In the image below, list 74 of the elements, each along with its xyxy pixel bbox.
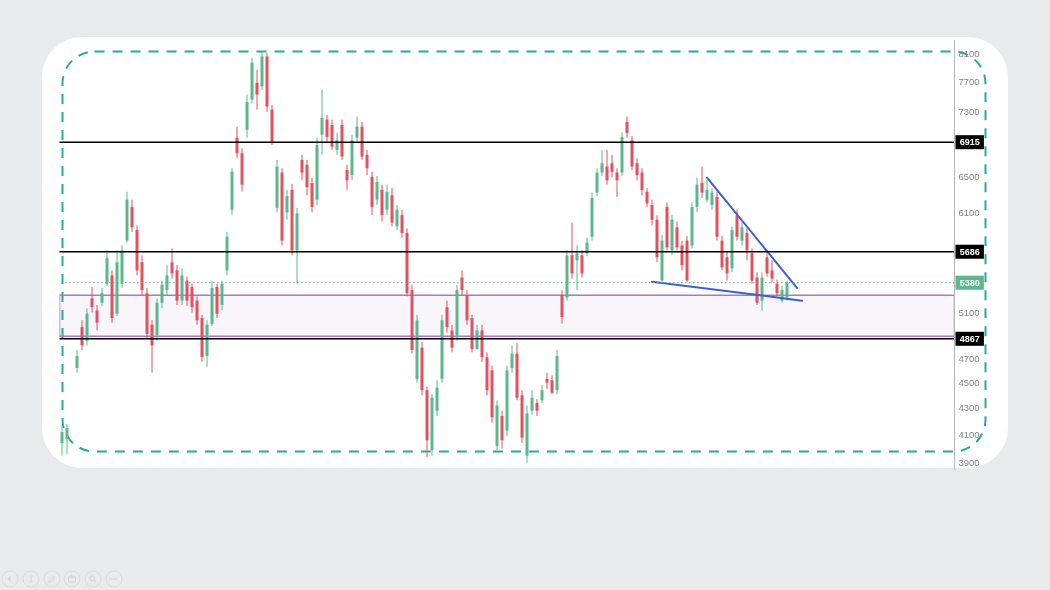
candlestick xyxy=(675,221,679,251)
candlestick xyxy=(705,179,709,203)
candlestick xyxy=(635,157,639,181)
y-tick-label: 5100 xyxy=(958,306,980,318)
candlestick xyxy=(735,209,739,242)
candlestick xyxy=(560,289,564,325)
candlestick xyxy=(325,114,329,143)
ref-line-label: 6915 xyxy=(959,137,980,148)
candlestick xyxy=(95,304,99,331)
y-tick-label: 6100 xyxy=(958,206,980,218)
candlestick xyxy=(75,349,79,374)
candlestick xyxy=(710,187,714,211)
candlestick xyxy=(300,154,304,181)
candlestick xyxy=(170,247,174,280)
candlestick xyxy=(640,167,644,196)
candlestick xyxy=(100,287,104,307)
candlestick xyxy=(475,324,479,351)
candlestick xyxy=(625,115,629,139)
candlestick xyxy=(615,167,619,198)
candlestick xyxy=(330,119,334,151)
candlestick xyxy=(90,286,94,314)
candlestick xyxy=(185,275,189,307)
candlestick xyxy=(745,227,749,261)
candlestick xyxy=(650,199,654,226)
candlestick xyxy=(435,379,439,417)
candlestick xyxy=(765,252,769,277)
candlestick xyxy=(570,222,574,280)
candlestick xyxy=(375,175,379,206)
candlestick xyxy=(550,374,554,395)
candlestick xyxy=(595,167,599,197)
candlestick xyxy=(535,398,539,417)
candlestick xyxy=(365,149,369,176)
candlestick xyxy=(680,240,684,271)
candlestick xyxy=(740,221,744,246)
y-tick-label: 6500 xyxy=(958,171,980,183)
y-tick-label: 7700 xyxy=(958,76,980,88)
y-tick-label: 3900 xyxy=(958,457,980,469)
candlestick xyxy=(700,166,704,199)
candlestick xyxy=(545,372,549,390)
candlestick xyxy=(645,187,649,208)
y-tick-label: 7300 xyxy=(958,106,980,118)
candlestick xyxy=(305,159,309,196)
candlestick xyxy=(190,283,194,314)
ref-line-label: 5380 xyxy=(959,277,980,288)
candlestick xyxy=(255,69,259,111)
candlestick xyxy=(65,423,69,455)
candlestick xyxy=(725,251,729,282)
y-tick-label: 4500 xyxy=(958,377,980,389)
candlestick xyxy=(530,389,534,416)
candlestick xyxy=(600,149,604,177)
ref-line-label: 4867 xyxy=(959,334,980,345)
candlestick xyxy=(395,204,399,231)
candlestick xyxy=(580,249,584,279)
candlestick xyxy=(770,259,774,284)
candlestick xyxy=(610,154,614,179)
candlestick xyxy=(510,344,514,374)
candlestick xyxy=(355,115,359,143)
candlestick xyxy=(60,424,64,457)
candlestick xyxy=(695,177,699,213)
candlestick xyxy=(385,184,389,216)
y-tick-label: 4700 xyxy=(958,352,980,364)
candlestick xyxy=(320,89,324,156)
candlestick xyxy=(400,209,404,239)
ref-line-label: 5686 xyxy=(959,247,980,258)
candlestick xyxy=(345,164,349,191)
candlestick xyxy=(195,295,199,326)
candlestick xyxy=(130,199,134,233)
y-tick-label: 4100 xyxy=(958,429,980,441)
y-tick-label: 4300 xyxy=(958,402,980,414)
y-tick-label: 8100 xyxy=(958,48,980,60)
candlestick xyxy=(285,189,289,221)
candlestick xyxy=(605,149,609,186)
candlestick xyxy=(445,300,449,334)
candlestick xyxy=(450,324,454,353)
